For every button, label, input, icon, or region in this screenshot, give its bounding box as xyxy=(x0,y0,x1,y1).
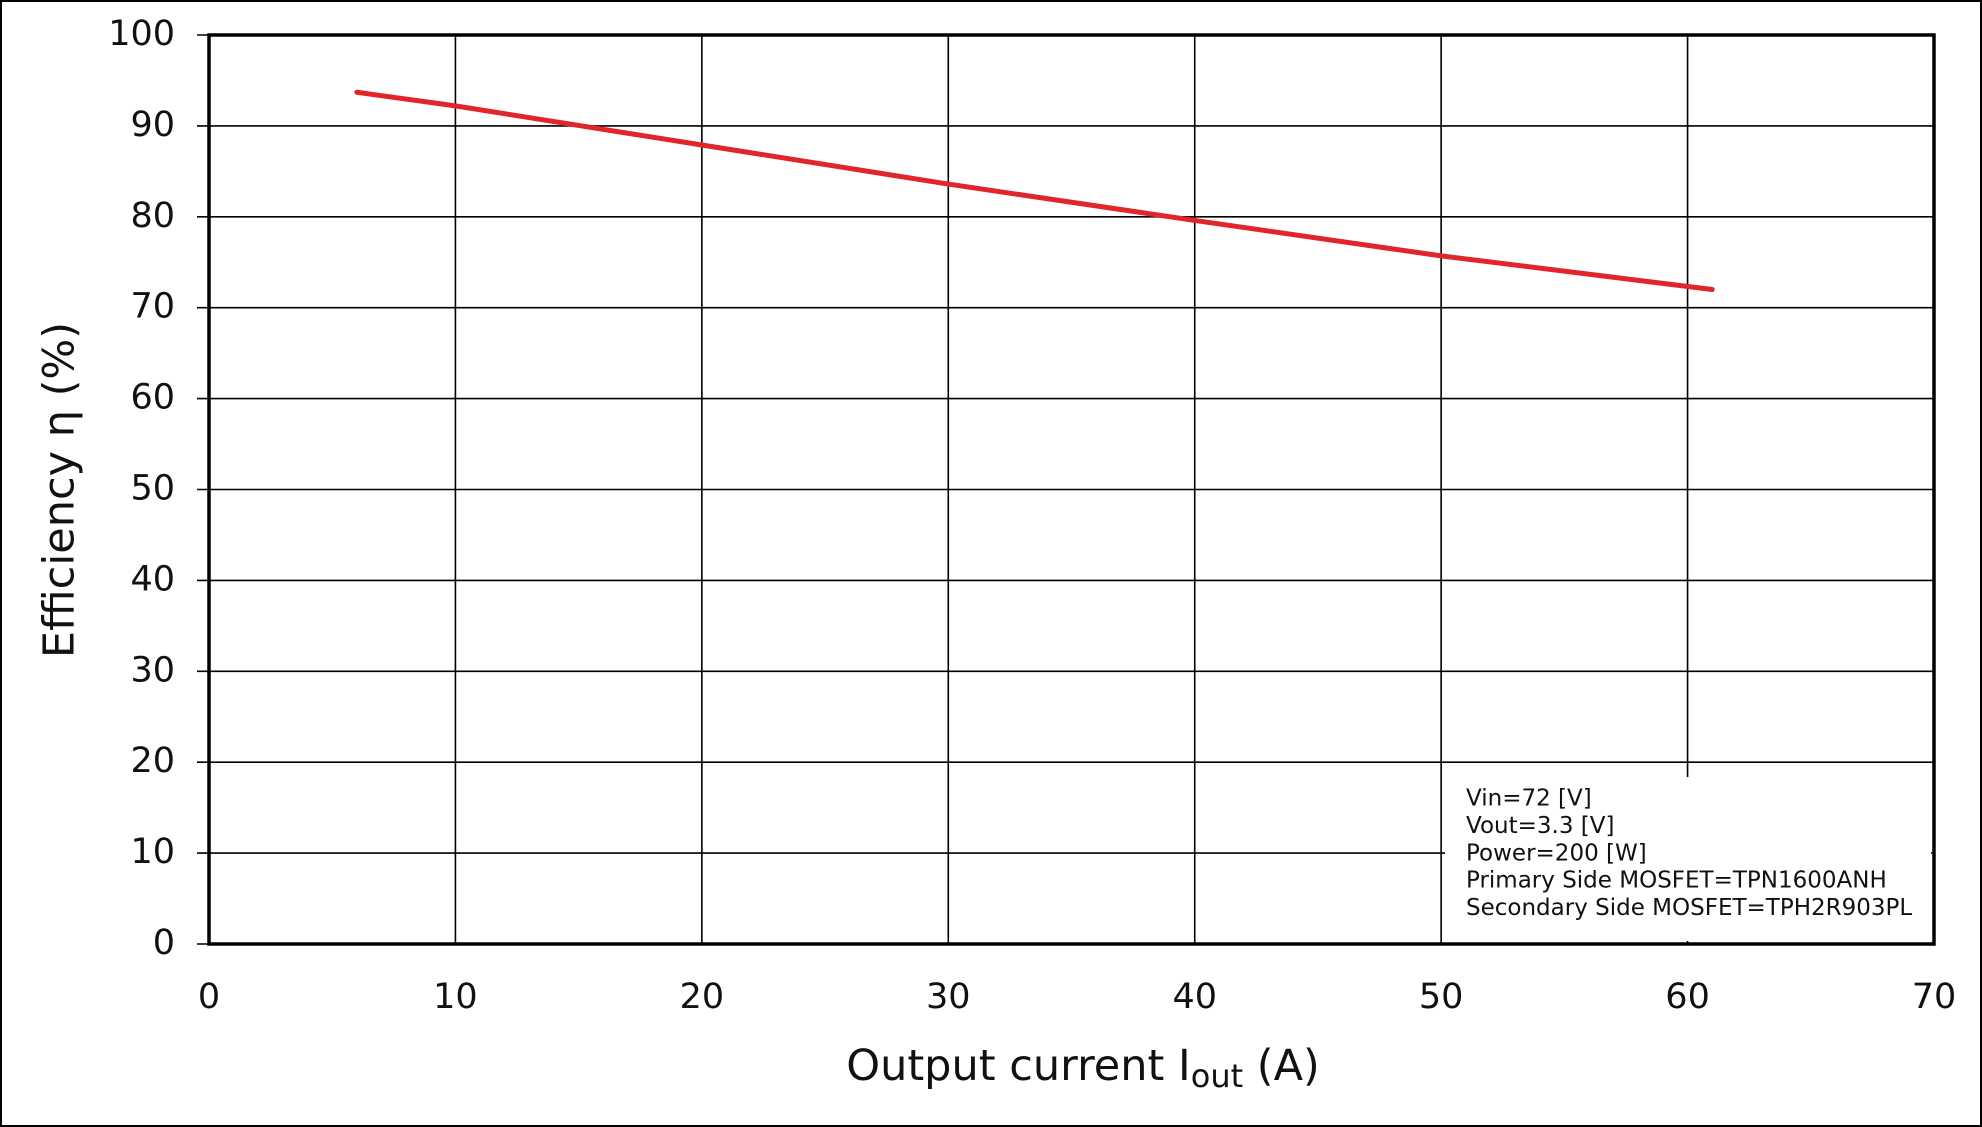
annotation-line: Power=200 [W] xyxy=(1466,840,1647,866)
y-tick-label: 0 xyxy=(153,923,175,963)
x-tick-label: 60 xyxy=(1665,977,1710,1017)
y-tick-label: 40 xyxy=(130,559,175,599)
x-tick-label: 40 xyxy=(1172,977,1217,1017)
x-tick-label: 20 xyxy=(680,977,725,1017)
y-tick-label: 100 xyxy=(108,14,175,54)
y-tick-label: 90 xyxy=(130,105,175,145)
x-tick-label: 50 xyxy=(1419,977,1464,1017)
annotation-line: Vin=72 [V] xyxy=(1466,786,1592,812)
x-axis-label: Output current Iout (A) xyxy=(846,1041,1320,1096)
y-tick-label: 20 xyxy=(130,741,175,781)
plot-border xyxy=(207,33,1936,946)
y-tick-label: 60 xyxy=(130,378,175,418)
y-tick-label: 80 xyxy=(130,196,175,236)
annotation-line: Primary Side MOSFET=TPN1600ANH xyxy=(1466,868,1887,894)
x-tick-label: 30 xyxy=(926,977,971,1017)
plot xyxy=(354,89,1715,293)
data-line xyxy=(354,89,1715,293)
annotation-line: Secondary Side MOSFET=TPH2R903PL xyxy=(1466,895,1912,921)
x-label-tail: (A) xyxy=(1243,1041,1320,1091)
x-tick-label: 10 xyxy=(433,977,478,1017)
x-tick-label: 0 xyxy=(198,977,220,1017)
x-label-sub: out xyxy=(1191,1057,1243,1095)
y-tick-label: 70 xyxy=(130,287,175,327)
x-label-main: Output current I xyxy=(846,1041,1191,1091)
y-tick-label: 50 xyxy=(130,469,175,509)
y-tick-label: 10 xyxy=(130,832,175,872)
y-tick-label: 30 xyxy=(130,650,175,690)
annotation-box xyxy=(1445,777,1931,941)
y-axis-label: Efficiency η (%) xyxy=(35,322,85,658)
x-tick-label: 70 xyxy=(1912,977,1957,1017)
annotation-line: Vout=3.3 [V] xyxy=(1466,813,1614,839)
